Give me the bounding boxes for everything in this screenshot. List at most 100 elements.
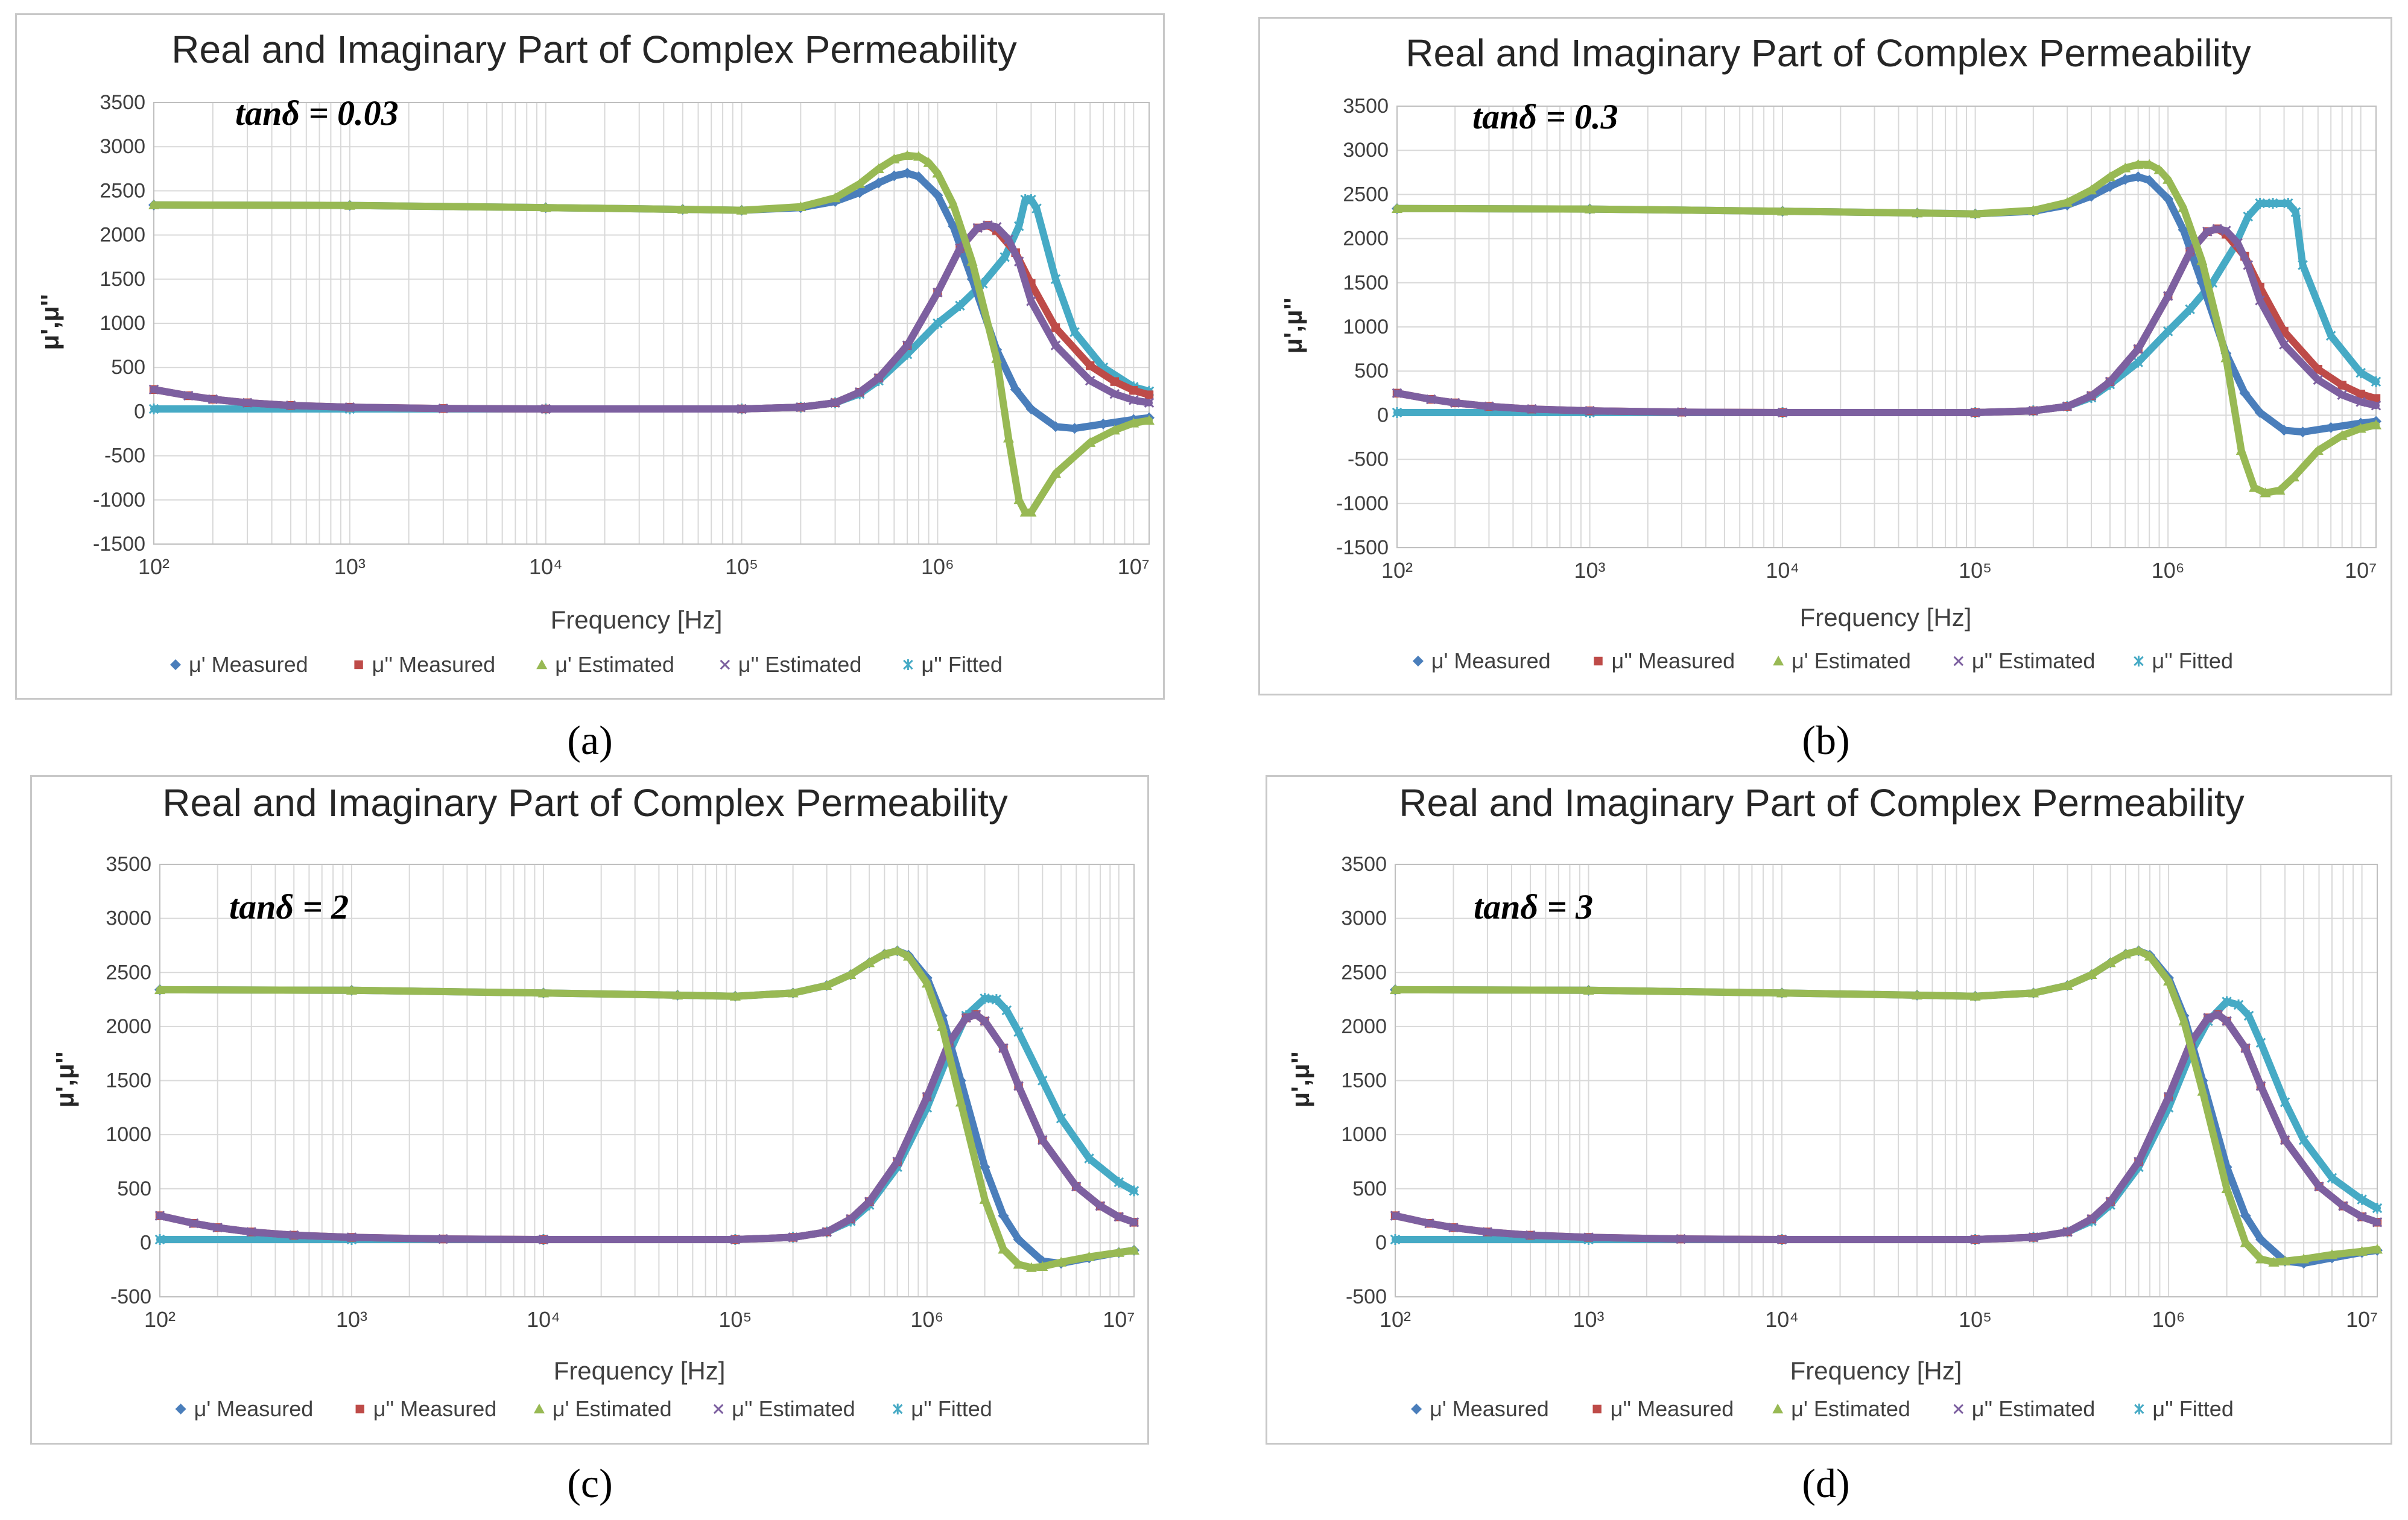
data-point bbox=[285, 400, 296, 411]
legend-item: μ'' Measured bbox=[1594, 648, 1735, 673]
y-tick-label: -500 bbox=[1346, 1285, 1387, 1308]
data-point bbox=[2178, 224, 2189, 235]
data-point bbox=[1484, 401, 1494, 412]
data-point bbox=[538, 1234, 549, 1245]
data-point bbox=[2086, 969, 2097, 980]
data-point bbox=[1056, 1256, 1067, 1267]
data-point bbox=[2222, 996, 2232, 1007]
data-point bbox=[2105, 1196, 2115, 1207]
legend-label: μ' Measured bbox=[194, 1396, 314, 1421]
data-point bbox=[2356, 367, 2366, 379]
y-tick-label: 2000 bbox=[100, 224, 145, 247]
plot-area bbox=[159, 864, 1135, 1297]
legend-marker bbox=[2134, 656, 2144, 667]
data-point bbox=[1051, 323, 1060, 332]
data-point bbox=[2356, 1246, 2368, 1256]
x-tick-label: 10³ bbox=[1573, 1307, 1605, 1332]
legend-marker bbox=[720, 659, 730, 670]
data-point bbox=[902, 150, 913, 160]
legend-item: μ'' Fitted bbox=[2134, 1396, 2234, 1421]
x-tick-label: 10⁵ bbox=[1959, 1307, 1992, 1332]
tan-delta-annotation: tanδ = 0.03 bbox=[235, 93, 399, 133]
data-point bbox=[2221, 226, 2231, 236]
y-tick-label: 3500 bbox=[106, 853, 151, 876]
data-point bbox=[736, 204, 747, 215]
data-point bbox=[902, 340, 913, 350]
data-point bbox=[1129, 1185, 1139, 1197]
legend-marker bbox=[536, 659, 548, 670]
data-point bbox=[2162, 174, 2174, 184]
data-point bbox=[737, 404, 747, 414]
legend-label: μ' Measured bbox=[1430, 1396, 1549, 1421]
data-point bbox=[1777, 407, 1788, 418]
legend-item: μ' Measured bbox=[1411, 1396, 1549, 1421]
data-point bbox=[1050, 467, 1062, 478]
data-point bbox=[1129, 386, 1138, 395]
data-point bbox=[2133, 356, 2143, 368]
x-tick-label: 10⁷ bbox=[1118, 554, 1150, 579]
legend-marker bbox=[1953, 656, 1964, 667]
y-tick-label: 3000 bbox=[1343, 139, 1389, 162]
data-point bbox=[2337, 381, 2346, 390]
y-tick-label: -1000 bbox=[93, 489, 145, 511]
data-point bbox=[1424, 1218, 1434, 1229]
data-point bbox=[208, 394, 218, 405]
legend-marker bbox=[170, 659, 181, 670]
data-point bbox=[822, 1227, 832, 1237]
data-point bbox=[913, 151, 924, 161]
legend-item: μ'' Estimated bbox=[1953, 1396, 2096, 1421]
data-point bbox=[948, 198, 959, 209]
data-point bbox=[2255, 198, 2265, 209]
data-point bbox=[873, 373, 884, 384]
data-point bbox=[979, 1161, 990, 1173]
data-point bbox=[2162, 291, 2173, 302]
data-point bbox=[998, 1043, 1009, 1053]
data-point bbox=[2197, 1086, 2208, 1096]
legend-item: μ'' Fitted bbox=[892, 1396, 992, 1421]
data-point bbox=[2326, 1249, 2337, 1259]
data-point bbox=[2337, 390, 2347, 400]
data-point bbox=[2371, 401, 2381, 411]
data-point bbox=[1912, 207, 1923, 218]
data-point bbox=[1584, 203, 1595, 214]
data-point bbox=[438, 1233, 448, 1244]
plot-area bbox=[1396, 106, 2377, 548]
y-tick-label: 1500 bbox=[106, 1069, 151, 1092]
data-point bbox=[1390, 984, 1401, 995]
legend-label: μ' Estimated bbox=[1792, 648, 1911, 673]
data-point bbox=[730, 1234, 741, 1245]
data-point bbox=[2163, 1092, 2174, 1102]
data-point bbox=[2220, 352, 2232, 363]
data-point bbox=[1025, 404, 1037, 415]
data-point bbox=[1109, 388, 1120, 399]
x-axis-label: Frequency [Hz] bbox=[551, 606, 723, 634]
data-point bbox=[1110, 377, 1119, 386]
grid bbox=[1396, 106, 2377, 548]
x-tick-label: 10³ bbox=[334, 554, 366, 579]
legend-label: μ'' Estimated bbox=[1972, 1396, 2096, 1421]
data-point bbox=[2372, 1203, 2383, 1214]
data-point bbox=[889, 153, 900, 163]
data-point bbox=[991, 994, 1002, 1005]
data-point bbox=[2283, 198, 2293, 209]
data-point bbox=[1114, 1176, 1124, 1188]
data-point bbox=[2249, 482, 2260, 492]
data-point bbox=[2120, 948, 2131, 958]
data-point bbox=[154, 1211, 165, 1221]
x-tick-label: 10² bbox=[144, 1307, 176, 1332]
series-markers-3 bbox=[154, 1009, 1139, 1245]
legend-item: μ' Measured bbox=[175, 1396, 314, 1421]
data-point bbox=[154, 984, 165, 995]
data-point bbox=[2028, 987, 2039, 998]
chart-a: -1500 -1000 -500 0 500 1000 1500 2000 2500 3000 35… bbox=[36, 28, 1155, 677]
data-point bbox=[540, 202, 551, 212]
data-point bbox=[795, 201, 806, 211]
data-point bbox=[2325, 422, 2337, 433]
data-point bbox=[1129, 395, 1139, 405]
data-point bbox=[1050, 421, 1062, 432]
data-point bbox=[2298, 1135, 2309, 1146]
data-point bbox=[2260, 487, 2271, 498]
data-point bbox=[955, 243, 965, 253]
tan-delta-annotation: tanδ = 3 bbox=[1474, 887, 1593, 926]
y-tick-label: 2500 bbox=[106, 961, 151, 984]
